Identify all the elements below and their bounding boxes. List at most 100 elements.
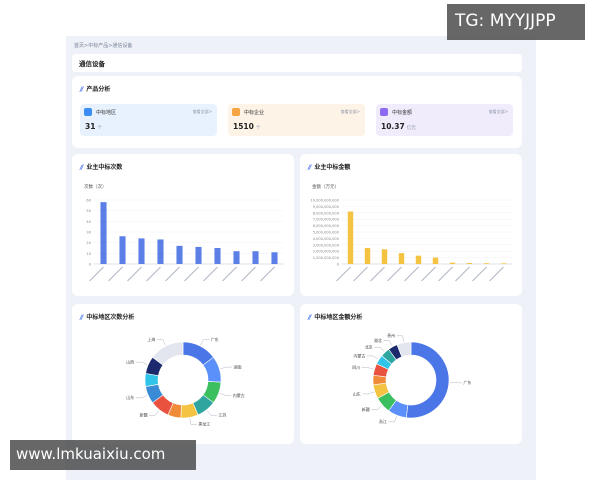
x-tick-label <box>184 266 199 282</box>
title-mark-icon: // <box>308 164 312 171</box>
y-tick-label: 30 <box>86 231 91 235</box>
x-tick-label <box>387 266 402 282</box>
y-tick-label: 4,000,000,000 <box>313 237 340 241</box>
bar <box>500 263 507 264</box>
y-tick-label: 10,000,000,000 <box>310 199 339 203</box>
bar <box>157 239 164 264</box>
bar <box>138 238 145 264</box>
bar <box>415 255 422 264</box>
slice-label: 上海 <box>147 336 155 342</box>
slice-leader-line <box>374 346 385 352</box>
x-tick-label <box>472 266 487 282</box>
y-axis-label: 次数（次） <box>84 183 107 190</box>
slice-label: 广东 <box>463 379 471 385</box>
donut-slice <box>396 341 412 358</box>
slice-label: 贵州 <box>387 332 395 338</box>
card-title: //中标地区次数分析 <box>80 314 135 321</box>
slice-leader-line <box>396 335 404 342</box>
slice-leader-line <box>361 367 374 370</box>
map-pin-icon <box>84 108 92 116</box>
x-tick-label <box>108 266 123 282</box>
slice-label: 黑龙江 <box>198 421 210 427</box>
y-tick-label: 3,000,000,000 <box>313 243 340 247</box>
view-all-link[interactable]: 查看全部> <box>192 109 212 114</box>
building-icon <box>232 108 240 116</box>
slice-leader-line <box>383 340 393 346</box>
card-title: //产品分析 <box>80 86 111 93</box>
x-tick-label <box>489 266 504 282</box>
slice-label: 北京 <box>365 344 373 350</box>
owner-amount-bar-chart: 金额（万元） 0 1,000,000,000 2,000,000,000 3,000,0… <box>310 183 512 282</box>
stat-company[interactable]: 中标企业 查看全部> 1510 个 <box>228 104 365 136</box>
stat-amount[interactable]: 中标金额 查看全部> 10.37 亿元 <box>376 104 513 136</box>
x-tick-label <box>336 266 351 282</box>
x-tick-label <box>370 266 385 282</box>
donut-slice <box>405 341 450 419</box>
slice-leader-line <box>371 405 382 410</box>
y-tick-label: 0 <box>89 263 92 267</box>
slice-label: 新疆 <box>362 406 370 412</box>
coin-icon <box>380 108 388 116</box>
slice-label: 山东 <box>353 390 361 396</box>
owner-count-card: //业主中标次数 次数（次） 0 10 20 30 40 50 60 <box>72 154 294 296</box>
stat-value: 1510 个 <box>233 122 261 131</box>
breadcrumb[interactable]: 首页>中标产品>通信设备 <box>74 43 133 49</box>
watermark-top: TG: MYYJJPP <box>447 4 585 40</box>
bar <box>195 246 202 264</box>
y-tick-label: 40 <box>86 220 91 224</box>
stat-label: 中标企业 <box>244 110 265 116</box>
bar <box>271 252 278 264</box>
stat-region[interactable]: 中标地区 查看全部> 31 个 <box>80 104 217 136</box>
x-tick-label <box>260 266 275 282</box>
y-tick-label: 6,000,000,000 <box>313 224 340 228</box>
x-tick-label <box>455 266 470 282</box>
x-tick-label <box>222 266 237 282</box>
slice-label: 江苏 <box>218 412 226 418</box>
y-tick-label: 1,000,000,000 <box>313 256 340 260</box>
x-tick-label <box>165 266 180 282</box>
slice-label: 新疆 <box>140 412 148 418</box>
bar <box>119 236 126 264</box>
slice-leader-line <box>156 339 166 346</box>
stat-label: 中标地区 <box>96 110 117 116</box>
slice-label: 内蒙古 <box>233 392 245 398</box>
title-mark-icon: // <box>80 314 84 321</box>
bar <box>233 251 240 264</box>
y-tick-label: 5,000,000,000 <box>313 231 340 235</box>
page-header: 通信设备 <box>72 54 522 72</box>
x-tick-label <box>241 266 256 282</box>
slice-label: 四川 <box>352 365 360 370</box>
y-axis-label: 金额（万元） <box>312 183 339 190</box>
bar <box>449 262 456 264</box>
x-tick-label <box>146 266 161 282</box>
stat-label: 中标金额 <box>392 110 413 116</box>
page-title: 通信设备 <box>79 60 105 68</box>
y-tick-label: 10 <box>86 252 91 256</box>
x-tick-label <box>89 266 104 282</box>
bar <box>381 249 388 264</box>
owner-count-bar-chart: 次数（次） 0 10 20 30 40 50 60 <box>84 183 284 282</box>
y-tick-label: 7,000,000,000 <box>313 218 340 222</box>
bar <box>347 211 354 264</box>
bar <box>432 257 439 264</box>
watermark-bottom: www.lmkuaixiu.com <box>10 440 196 470</box>
bar <box>483 263 490 264</box>
bar <box>398 253 405 264</box>
slice-leader-line <box>189 418 197 425</box>
y-tick-label: 0 <box>337 263 340 267</box>
bar <box>252 251 259 264</box>
x-tick-label <box>203 266 218 282</box>
view-all-link[interactable]: 查看全部> <box>488 109 508 114</box>
card-title: //业主中标金额 <box>308 164 351 171</box>
region-count-card: //中标地区次数分析 广东 湖南 内蒙古 江苏 黑龙江 新疆 山东 山西 上海 <box>72 304 294 444</box>
y-tick-label: 9,000,000,000 <box>313 205 340 209</box>
x-tick-label <box>353 266 368 282</box>
slice-label: 湖北 <box>374 337 382 343</box>
title-mark-icon: // <box>80 164 84 171</box>
x-tick-label <box>438 266 453 282</box>
y-tick-label: 50 <box>86 209 91 213</box>
view-all-link[interactable]: 查看全部> <box>340 109 360 114</box>
donut-slice <box>152 341 184 366</box>
slice-label: 内蒙古 <box>354 352 366 358</box>
slice-leader-line <box>219 393 232 396</box>
